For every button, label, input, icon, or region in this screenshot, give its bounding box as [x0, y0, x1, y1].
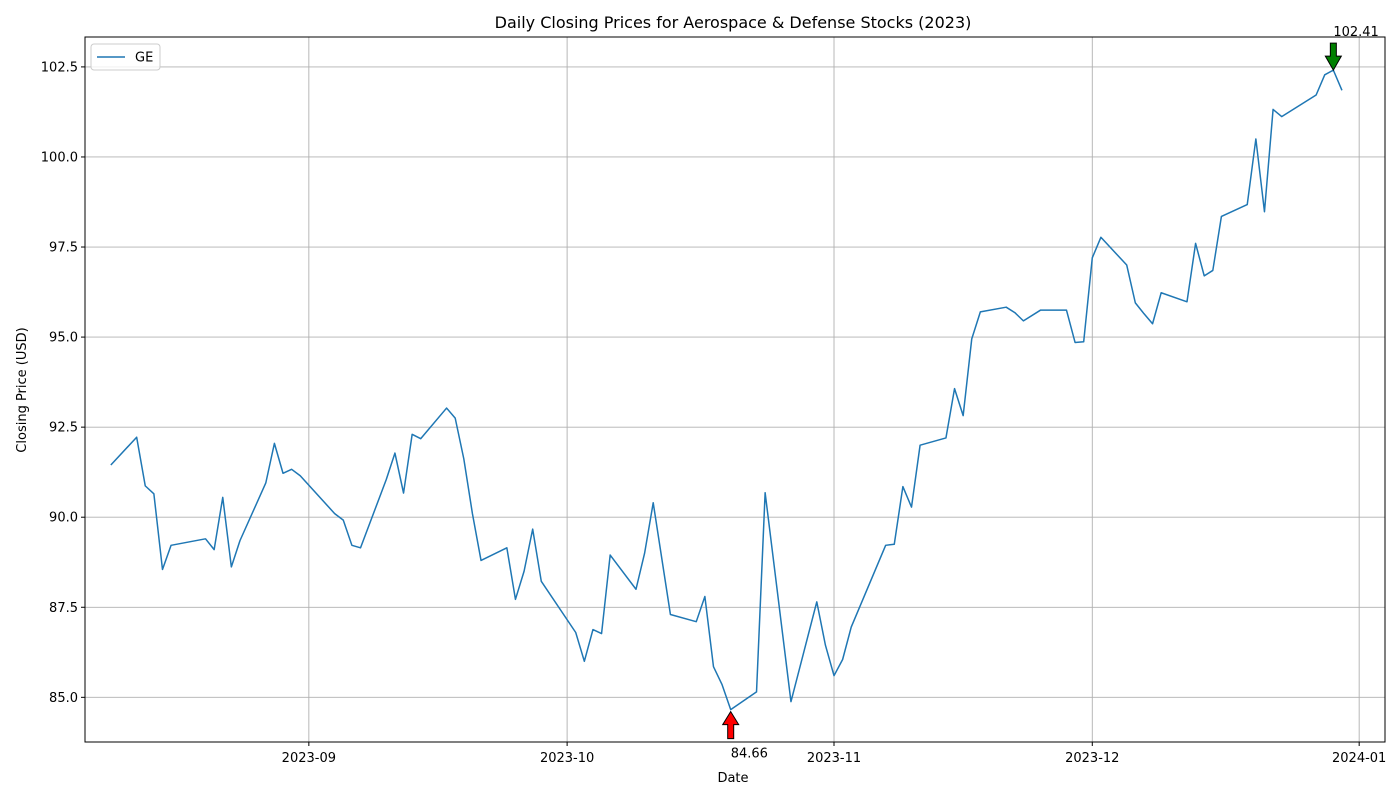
y-tick-label: 95.0	[49, 331, 78, 346]
min-annotation-label: 84.66	[731, 747, 768, 762]
min-arrow	[721, 710, 740, 740]
x-tick-label: 2023-09	[282, 751, 336, 766]
x-tick-label: 2024-01	[1332, 751, 1386, 766]
y-tick-label: 85.0	[49, 691, 78, 706]
y-tick-label: 87.5	[49, 601, 78, 616]
annotations: 102.41 84.66	[721, 25, 1379, 762]
axis-ticks: 2023-09 2023-10 2023-11 2023-12 2024-01 85.0 8…	[41, 60, 1387, 766]
grid	[85, 37, 1385, 742]
y-tick-label: 90.0	[49, 511, 78, 526]
x-axis-label: Date	[717, 771, 748, 786]
y-tick-label: 97.5	[49, 241, 78, 256]
y-tick-label: 102.5	[41, 60, 78, 75]
chart-title: Daily Closing Prices for Aerospace & Def…	[495, 13, 972, 32]
x-tick-label: 2023-11	[807, 751, 861, 766]
max-arrow	[1324, 42, 1343, 72]
series-layer	[110, 69, 1343, 711]
plot-area-frame	[84, 36, 1386, 743]
max-annotation-label: 102.41	[1333, 25, 1379, 40]
legend: GE	[90, 43, 161, 71]
x-tick-label: 2023-10	[540, 751, 594, 766]
y-axis-label: Closing Price (USD)	[15, 327, 30, 452]
series-line-ge	[110, 69, 1343, 711]
y-tick-label: 92.5	[49, 421, 78, 436]
y-tick-label: 100.0	[41, 150, 78, 165]
legend-box	[90, 43, 161, 71]
x-tick-label: 2023-12	[1065, 751, 1119, 766]
legend-label-ge: GE	[135, 51, 153, 66]
